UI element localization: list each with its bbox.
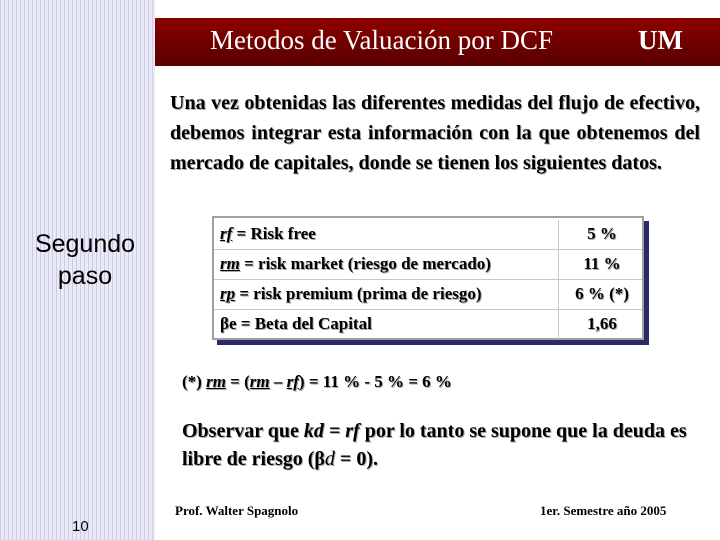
um-logo: UM [638, 25, 683, 55]
observation-paragraph: Observar que kd = rf por lo tanto se sup… [182, 417, 707, 473]
row-label: rp = risk premium (prima de riesgo) [220, 284, 482, 304]
observation-part3: = 0). [334, 448, 378, 470]
table-row: βe = Beta del Capital 1,66 [214, 310, 642, 339]
table-row: rm = risk market (riesgo de mercado) 11 … [214, 250, 642, 280]
formula-minus: – [269, 372, 287, 391]
row-label: rf = Risk free [220, 224, 316, 244]
slide-title: Metodos de Valuación por DCF [210, 25, 553, 55]
row-value: 11 % [583, 254, 621, 273]
row-label: βe = Beta del Capital [220, 314, 372, 334]
observation-part1: Observar que [182, 420, 304, 442]
step-label: Segundo paso [20, 228, 150, 292]
row-desc: = Risk free [232, 224, 316, 243]
rates-table: rf = Risk free 5 % rm = risk market (rie… [212, 216, 644, 340]
observation-part2: por lo tanto se supone que la deuda es l… [182, 420, 687, 470]
page-number: 10 [72, 518, 89, 535]
row-desc: = risk premium (prima de riesgo) [235, 284, 482, 303]
row-value: 6 % (*) [575, 284, 629, 303]
row-symbol: βe [220, 314, 237, 333]
column-divider [558, 280, 559, 309]
row-divider [214, 279, 642, 280]
footer-author: Prof. Walter Spagnolo [175, 503, 299, 518]
column-divider [558, 220, 559, 249]
premium-formula: (*) rm = (rm – rf) = 11 % - 5 % = 6 % [182, 372, 452, 392]
column-divider [558, 250, 559, 279]
row-desc: = risk market (riesgo de mercado) [239, 254, 491, 273]
row-divider [214, 249, 642, 250]
column-divider [558, 310, 559, 339]
formula-rf: rf [286, 372, 299, 391]
observation-kd: kd = rf [303, 420, 360, 442]
row-symbol: rm [220, 254, 240, 273]
formula-rm: rm [206, 372, 226, 391]
footer-semester: 1er. Semestre año 2005 [540, 503, 667, 518]
sidebar-panel [0, 0, 155, 540]
formula-rm2: rm [249, 372, 270, 391]
row-value: 1,66 [587, 314, 617, 333]
row-label: rm = risk market (riesgo de mercado) [220, 254, 491, 274]
formula-prefix: (*) [182, 372, 207, 391]
step-label-line2: paso [57, 262, 113, 290]
formula-eq: = ( [225, 372, 250, 391]
row-symbol: rf [220, 224, 233, 243]
row-value: 5 % [587, 224, 617, 243]
intro-paragraph: Una vez obtenidas las diferentes medidas… [170, 92, 700, 174]
table-row: rf = Risk free 5 % [214, 220, 642, 250]
row-desc: = Beta del Capital [236, 314, 372, 333]
row-divider [214, 309, 642, 310]
step-label-line1: Segundo [34, 230, 136, 258]
observation-d: d [324, 448, 335, 470]
row-symbol: rp [220, 284, 236, 303]
formula-tail: ) = 11 % - 5 % = 6 % [298, 372, 452, 391]
table-row: rp = risk premium (prima de riesgo) 6 % … [214, 280, 642, 310]
header-bar [155, 18, 720, 66]
